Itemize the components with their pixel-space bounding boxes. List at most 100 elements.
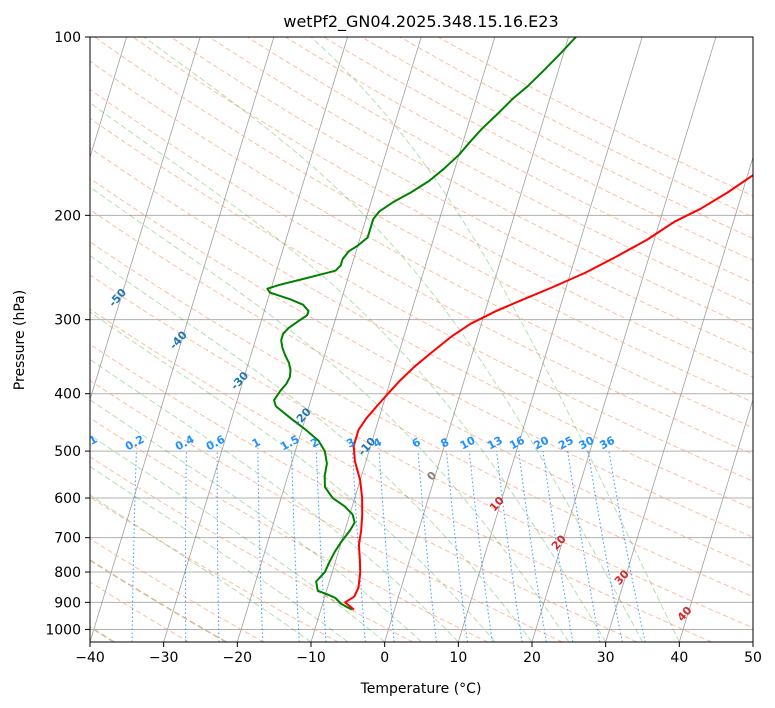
isotherm-line xyxy=(678,398,753,642)
reference-curve xyxy=(90,559,227,642)
isotherm-lines xyxy=(90,37,753,642)
isotherm-label: -20 xyxy=(291,405,314,429)
y-tick-label: 600 xyxy=(54,491,81,507)
dry-adiabat-line xyxy=(90,538,264,642)
x-tick-label: 20 xyxy=(523,650,541,666)
x-tick-label: 40 xyxy=(670,650,688,666)
moist-adiabat-line xyxy=(90,255,533,642)
mixing-ratio-line xyxy=(608,451,646,642)
parcel-reference-curve xyxy=(90,559,227,642)
moist-adiabats xyxy=(90,37,680,642)
moist-adiabat-line xyxy=(90,358,459,642)
isotherm-line xyxy=(384,37,569,642)
mixing-ratio-line xyxy=(518,451,547,642)
x-tick-label: 0 xyxy=(380,650,389,666)
mixing-ratio-label: 1 xyxy=(250,435,263,450)
dry-adiabat-line xyxy=(90,581,190,642)
dry-adiabat-line xyxy=(90,274,753,629)
mixing-ratio-line xyxy=(378,451,395,642)
x-tick-label: −10 xyxy=(296,650,326,666)
mixing-ratio-lines xyxy=(90,451,646,642)
mixing-ratio-label: 8 xyxy=(438,435,451,450)
y-tick-label: 300 xyxy=(54,313,81,329)
dry-adiabat-line xyxy=(90,343,638,642)
isotherm-label: -50 xyxy=(106,286,129,310)
x-tick-label: −20 xyxy=(223,650,253,666)
mixing-ratio-line xyxy=(257,451,264,642)
x-tick-label: −40 xyxy=(75,650,105,666)
x-axis: −40 −30 −20 −10 0 10 20 30 40 50 xyxy=(75,642,762,666)
dry-adiabat-line xyxy=(246,37,753,307)
mixing-ratio-line xyxy=(216,451,220,642)
mixing-ratio-line xyxy=(417,451,437,642)
sounding-series xyxy=(266,37,753,611)
y-axis: 100 200 300 400 500 600 700 800 900 1000 xyxy=(45,30,90,638)
dry-adiabat-line xyxy=(90,209,753,568)
temperature-line xyxy=(344,173,753,611)
isotherm-label: 20 xyxy=(549,532,569,552)
isotherm-line xyxy=(605,155,753,642)
isotherm-label: -70 xyxy=(0,185,13,209)
y-tick-label: 100 xyxy=(54,30,81,46)
isotherm-line xyxy=(90,37,201,401)
isotherm-line xyxy=(90,37,275,642)
mixing-ratio-line xyxy=(131,451,137,642)
dry-adiabat-line xyxy=(90,456,414,642)
x-tick-label: 10 xyxy=(449,650,467,666)
mixing-ratio-label: 25 xyxy=(556,434,576,453)
dry-adiabat-line xyxy=(90,241,753,598)
dry-adiabat-line xyxy=(94,37,753,403)
moist-adiabat-line xyxy=(90,465,349,642)
dry-adiabats xyxy=(90,37,753,642)
moist-adiabat-line xyxy=(310,37,680,642)
mixing-ratio-labels: 0.1 0.2 0.4 0.6 1 1.5 2 3 4 6 8 10 13 16 20 25 30 36 xyxy=(76,433,617,454)
mixing-ratio-label: 13 xyxy=(485,434,505,453)
mixing-ratio-label: 0.6 xyxy=(204,433,228,454)
isotherm-label: -30 xyxy=(228,369,251,393)
mixing-ratio-label: 36 xyxy=(597,434,617,453)
y-tick-label: 400 xyxy=(54,387,81,403)
mixing-ratio-line xyxy=(468,451,493,642)
dewpoint-line xyxy=(266,37,577,611)
mixing-ratio-label: 1.5 xyxy=(278,433,301,454)
mixing-ratio-line xyxy=(90,451,91,453)
isotherm-label: 30 xyxy=(612,567,632,587)
y-tick-label: 1000 xyxy=(45,622,81,638)
isotherm-line xyxy=(457,37,643,642)
mixing-ratio-label: 30 xyxy=(577,434,597,453)
mixing-ratio-label: 10 xyxy=(458,434,478,453)
mixing-ratio-label: 0.4 xyxy=(173,433,197,454)
y-tick-label: 200 xyxy=(54,208,81,224)
x-tick-label: 50 xyxy=(744,650,762,666)
mixing-ratio-line xyxy=(185,451,187,642)
isotherm-line xyxy=(236,37,422,642)
isotherm-line xyxy=(752,640,753,642)
mixing-ratio-line xyxy=(446,451,469,642)
mixing-ratio-label: 6 xyxy=(410,435,423,450)
mixing-ratio-line xyxy=(496,451,523,642)
mixing-ratio-label: 0.1 xyxy=(76,433,99,454)
isotherm-label: -40 xyxy=(167,328,190,352)
moist-adiabat-line xyxy=(90,434,385,642)
y-tick-label: 800 xyxy=(54,565,81,581)
isotherm-line xyxy=(163,37,348,642)
y-tick-label: 700 xyxy=(54,531,81,547)
y-tick-label: 500 xyxy=(54,444,81,460)
pressure-gridlines xyxy=(90,37,753,630)
dry-adiabat-line xyxy=(170,37,753,354)
isotherm-label: 40 xyxy=(675,604,695,624)
isotherm-line xyxy=(90,37,127,159)
isotherm-line xyxy=(531,37,717,642)
dry-adiabat-line xyxy=(90,147,753,510)
dry-adiabat-line xyxy=(90,177,753,538)
dry-adiabat-line xyxy=(90,60,753,429)
y-tick-label: 900 xyxy=(54,595,81,611)
mixing-ratio-line xyxy=(542,451,574,642)
moist-adiabat-line xyxy=(90,399,422,642)
isotherm-label: -60 xyxy=(47,239,70,263)
dry-adiabat-line xyxy=(208,37,753,330)
y-axis-label: Pressure (hPa) xyxy=(12,290,28,390)
dry-adiabat-line xyxy=(132,37,753,378)
